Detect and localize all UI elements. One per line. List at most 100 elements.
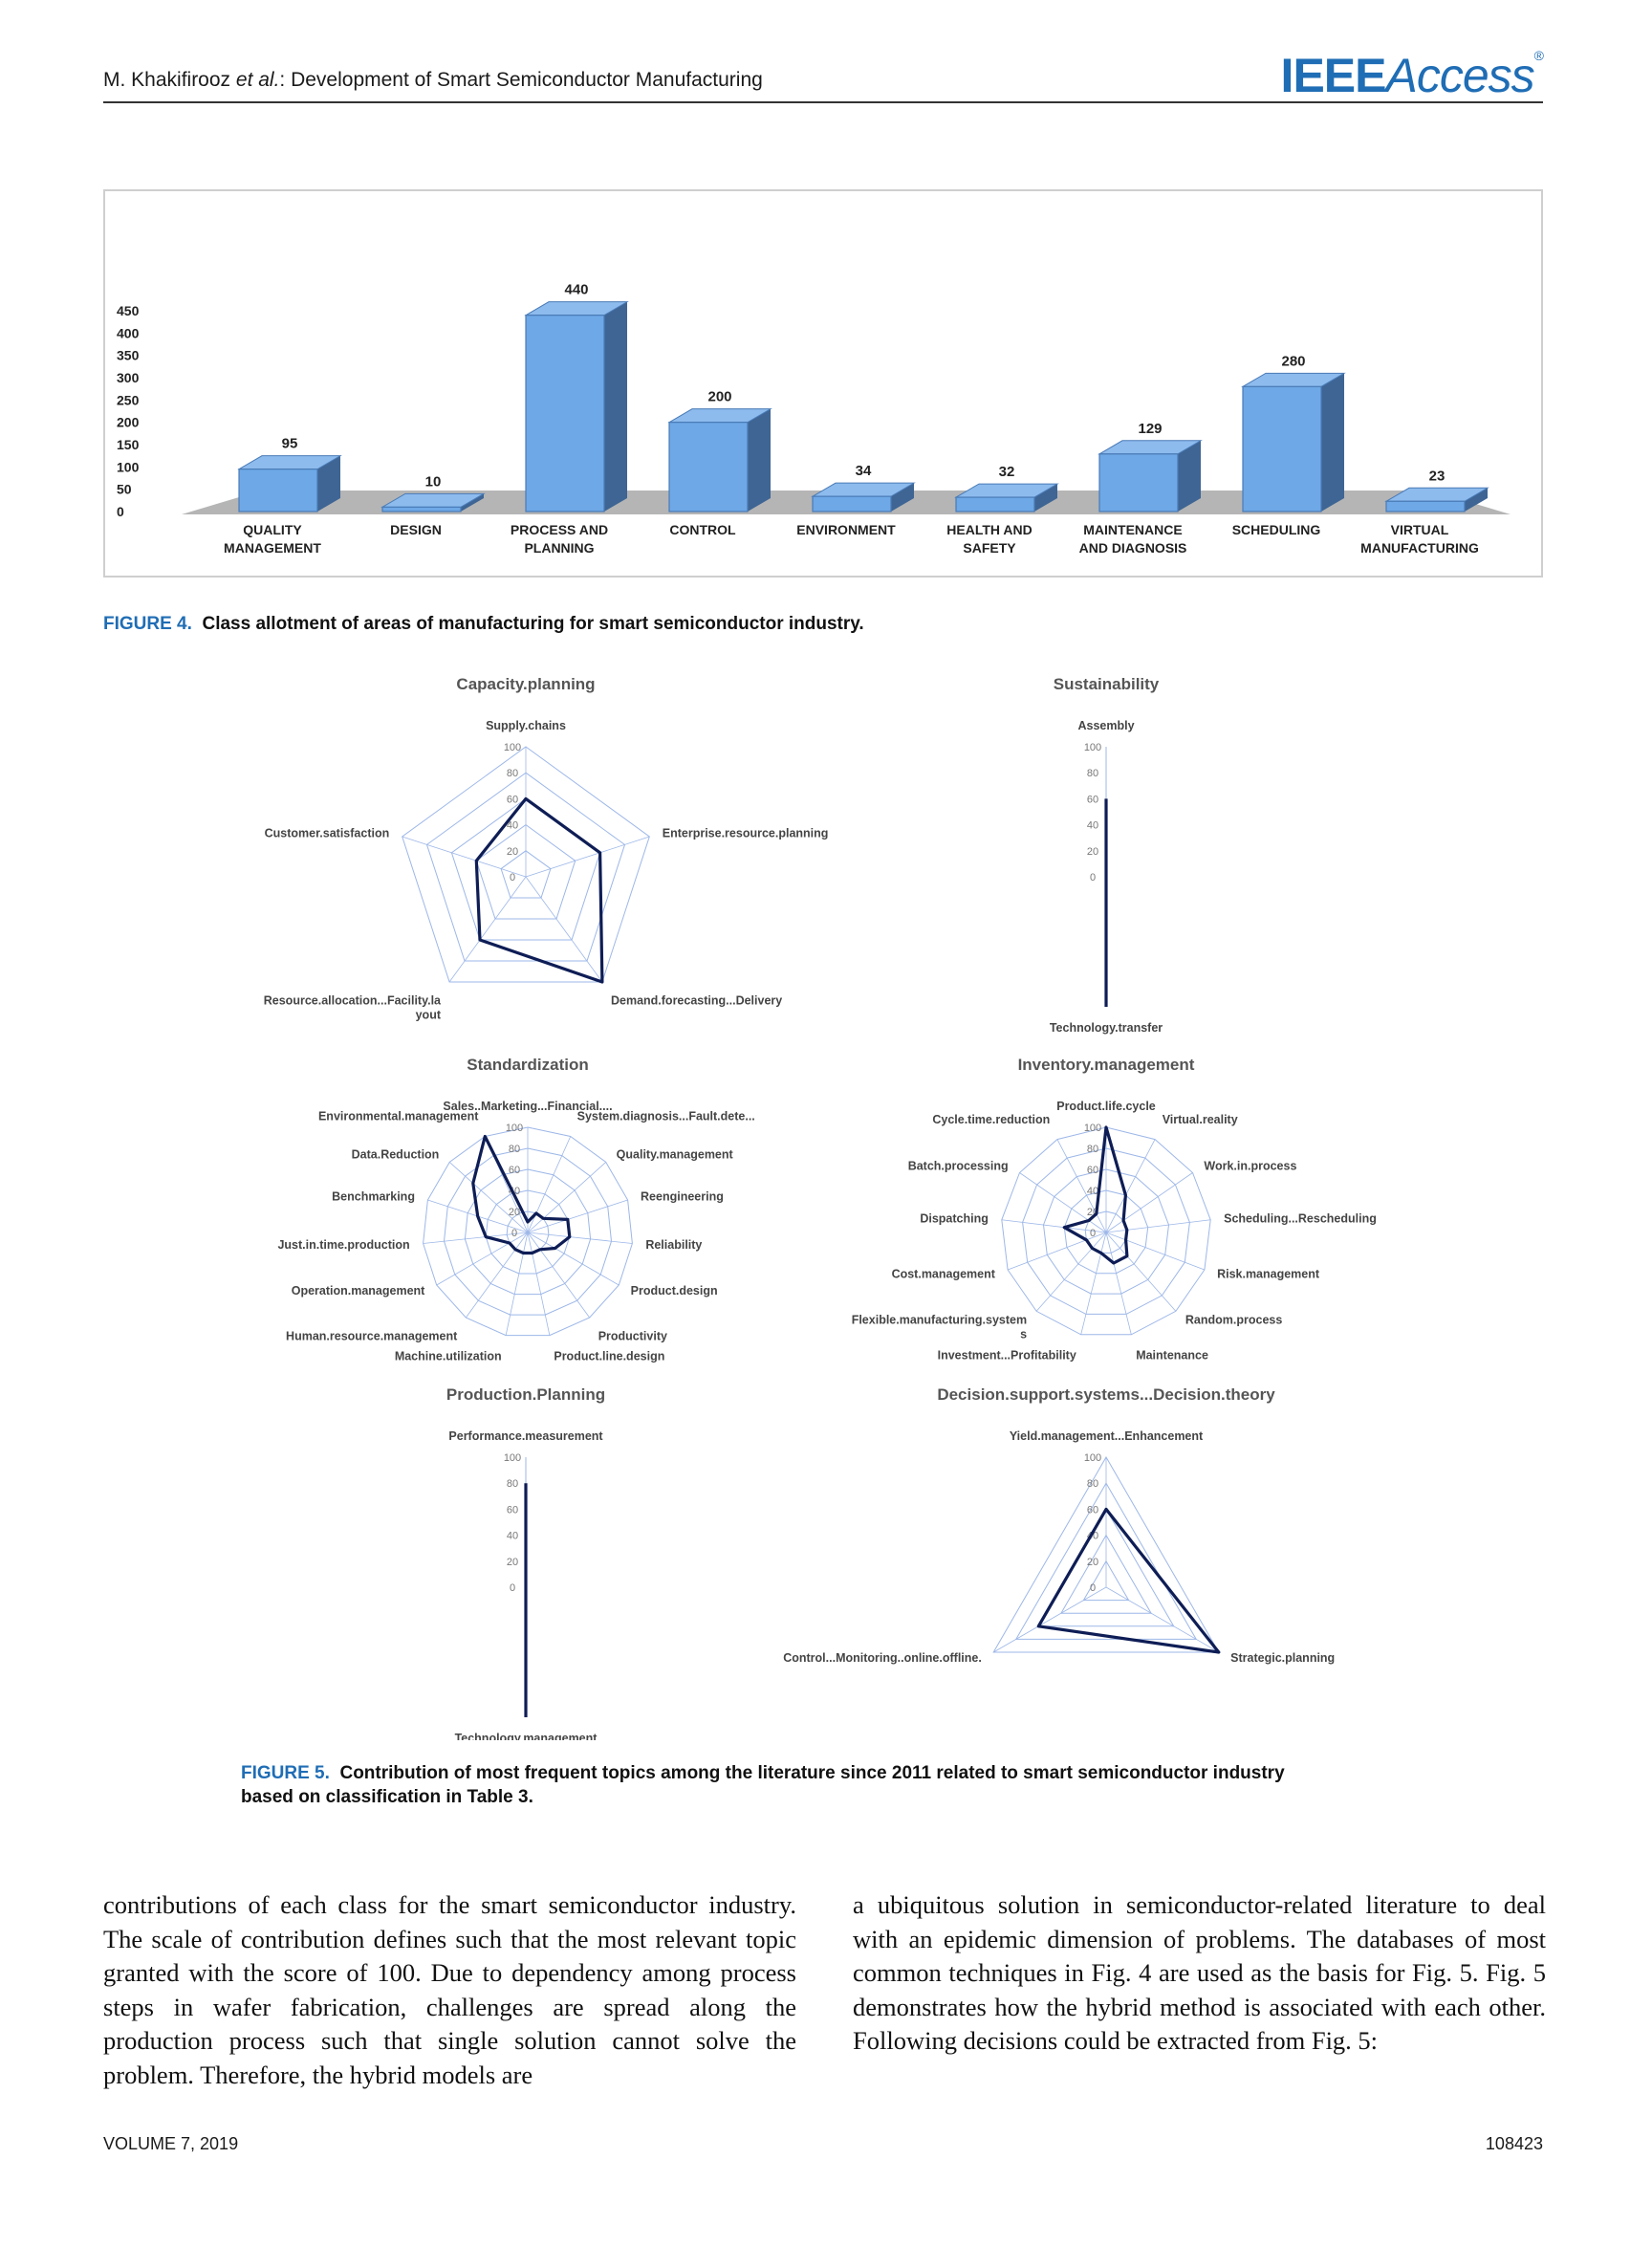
figure5-radar-charts: Capacity.planning 0 20 40 60 80 100 Supply.chai… xyxy=(264,675,1377,1740)
bar-side xyxy=(604,301,627,512)
header-rule xyxy=(103,101,1543,103)
figure4-label: FIGURE 4. xyxy=(103,614,192,634)
radar-axis-label: Productivity xyxy=(598,1330,667,1343)
radar-spoke xyxy=(527,1162,607,1233)
radar-axis-label: System.diagnosis...Fault.dete... xyxy=(577,1110,755,1123)
radar-tick-label: 60 xyxy=(509,1165,520,1176)
radar-tick-label: 40 xyxy=(507,820,518,832)
bar xyxy=(381,506,462,512)
radar-tick-label: 100 xyxy=(504,742,521,753)
figure5-caption: FIGURE 5. Contribution of most frequent … xyxy=(241,1761,1285,1809)
radar-axis-label: Product.design xyxy=(631,1284,718,1297)
bar xyxy=(812,495,892,512)
figure4-caption: FIGURE 4. Class allotment of areas of ma… xyxy=(103,612,864,636)
radar-tick-label: 40 xyxy=(1087,1186,1098,1197)
radar-tick-label: 40 xyxy=(1087,820,1098,832)
category-label: CONTROL xyxy=(669,522,736,537)
radar-axis-label: Reengineering xyxy=(641,1189,724,1203)
radar-axis-label: Enterprise.resource.planning xyxy=(663,826,829,840)
radar-chart: Production.Planning 0 20 40 60 80 100 Performan… xyxy=(446,1385,605,1740)
radar-grid-ring xyxy=(992,1456,1220,1653)
bar-side xyxy=(1465,488,1488,512)
radar-tick-label: 80 xyxy=(507,768,518,779)
bar xyxy=(1385,500,1466,512)
radar-grid-ring xyxy=(475,823,576,920)
radar-grid-ring xyxy=(500,850,552,899)
radar-title: Capacity.planning xyxy=(456,675,595,693)
radar-title: Production.Planning xyxy=(446,1385,605,1404)
radar-spoke xyxy=(527,1199,628,1233)
radar-spoke xyxy=(1105,1219,1211,1233)
radar-series xyxy=(471,1134,572,1255)
radar-grid-ring xyxy=(1022,1147,1190,1315)
radar-axis-label: Cost.management xyxy=(892,1267,996,1280)
radar-axis-label: Investment...Profitability xyxy=(938,1348,1076,1362)
category-label: MANAGEMENT xyxy=(224,540,321,556)
category-label: ENVIRONMENT xyxy=(796,522,896,537)
radar-spoke xyxy=(1001,1219,1107,1233)
radar-grid-ring xyxy=(425,772,626,962)
ieee-access-logo: IEEEAccess® xyxy=(1280,48,1544,102)
category-label: AND DIAGNOSIS xyxy=(1079,540,1187,556)
bar-side xyxy=(317,455,340,512)
y-tick-label: 100 xyxy=(117,459,140,474)
radar-spoke xyxy=(527,1232,551,1336)
radar-tick-label: 0 xyxy=(1090,1228,1096,1239)
bar-side xyxy=(891,483,914,512)
radar-grid-ring xyxy=(423,1126,633,1337)
radar-tick-label: 60 xyxy=(1087,1504,1098,1516)
y-tick-label: 450 xyxy=(117,303,140,318)
footer-volume: VOLUME 7, 2019 xyxy=(103,2134,239,2153)
radar-axis-label: Cycle.time.reduction xyxy=(932,1113,1050,1126)
y-tick-label: 50 xyxy=(117,482,132,497)
radar-spoke xyxy=(525,876,603,983)
radar-axis-label: Quality.management xyxy=(617,1147,734,1161)
bar-value-label: 10 xyxy=(425,473,442,490)
radar-chart: Inventory.management020406080100Product.… xyxy=(852,1056,1377,1362)
radar-tick-label: 40 xyxy=(507,1531,518,1542)
radar-tick-label: 60 xyxy=(507,1504,518,1516)
radar-axis-label: Maintenance xyxy=(1136,1348,1208,1362)
radar-grid-ring xyxy=(402,746,650,983)
radar-axis-label: Product.life.cycle xyxy=(1056,1100,1156,1113)
radar-axis-label: Yield.management...Enhancement xyxy=(1010,1429,1204,1443)
radar-axis-label: Reliability xyxy=(645,1238,702,1252)
radar-tick-label: 100 xyxy=(1084,1123,1101,1134)
radar-series xyxy=(1036,1507,1221,1654)
radar-axis-label: Operation.management xyxy=(292,1284,425,1297)
radar-spoke xyxy=(448,1162,529,1233)
radar-tick-label: 80 xyxy=(1087,1144,1098,1155)
figure5-caption-line1: Contribution of most frequent topics amo… xyxy=(339,1763,1285,1783)
bar xyxy=(238,469,318,512)
radar-tick-label: 100 xyxy=(1084,1452,1101,1464)
radar-axis-label: Strategic.planning xyxy=(1230,1651,1335,1665)
category-label: SAFETY xyxy=(963,540,1016,556)
radar-tick-label: 60 xyxy=(1087,794,1098,805)
radar-axis-label: Data.Reduction xyxy=(352,1147,440,1161)
radar-tick-label: 100 xyxy=(1084,742,1101,753)
radar-tick-label: 60 xyxy=(1087,1165,1098,1176)
radar-axis-label: Technology.management xyxy=(455,1732,598,1740)
category-label: VIRTUAL xyxy=(1391,522,1449,537)
radar-chart: Decision.support.systems...Decision.theo… xyxy=(783,1385,1335,1665)
radar-spoke xyxy=(505,1232,529,1336)
figure4-caption-text: Class allotment of areas of manufacturin… xyxy=(202,614,864,634)
y-tick-label: 250 xyxy=(117,392,140,407)
category-label: PLANNING xyxy=(524,540,594,556)
radar-spoke xyxy=(527,1232,633,1244)
radar-axis-label: Random.process xyxy=(1185,1313,1282,1326)
radar-tick-label: 0 xyxy=(1090,872,1096,883)
bar-value-label: 129 xyxy=(1138,421,1162,437)
y-tick-label: 200 xyxy=(117,415,140,430)
radar-tick-label: 0 xyxy=(510,1582,515,1594)
radar-axis-label: Sales..Marketing...Financial.... xyxy=(443,1100,612,1113)
radar-grid-ring xyxy=(1014,1482,1198,1640)
figure4-bar-chart: 0 50 100 150 200 250 300 350 400 450 95 QUALITY MANA… xyxy=(117,282,1511,556)
radar-title: Inventory.management xyxy=(1018,1056,1195,1074)
radar-spoke xyxy=(1019,1172,1107,1233)
radar-title: Decision.support.systems...Decision.theo… xyxy=(937,1385,1275,1404)
footer-page-number: 108423 xyxy=(1485,2134,1543,2153)
category-label: PROCESS AND xyxy=(511,522,608,537)
bar xyxy=(525,315,605,512)
y-tick-label: 300 xyxy=(117,370,140,385)
